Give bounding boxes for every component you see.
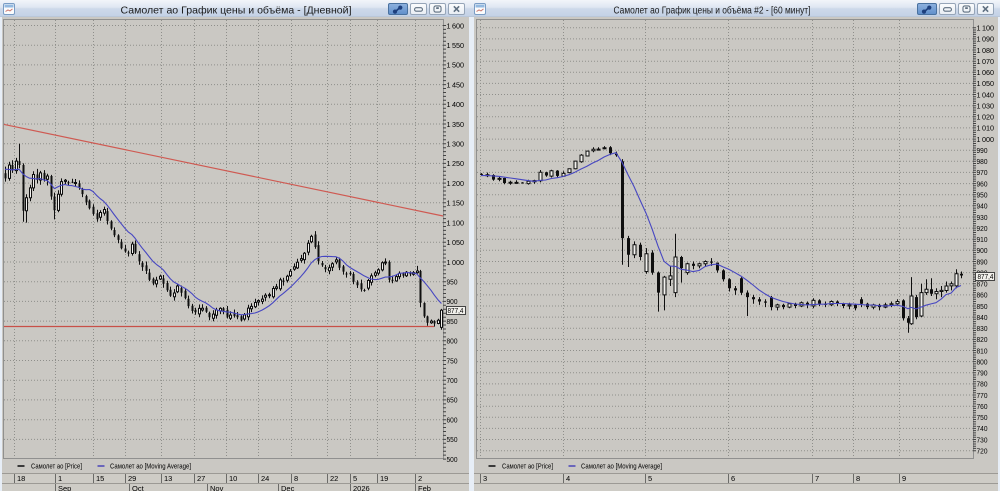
svg-text:1 030: 1 030 bbox=[977, 102, 995, 111]
svg-text:13: 13 bbox=[164, 474, 172, 483]
svg-text:850: 850 bbox=[977, 302, 988, 311]
svg-text:900: 900 bbox=[977, 246, 988, 255]
svg-text:Feb: Feb bbox=[418, 484, 431, 491]
svg-text:1 100: 1 100 bbox=[977, 24, 995, 33]
svg-text:940: 940 bbox=[977, 202, 988, 211]
svg-text:960: 960 bbox=[977, 179, 988, 188]
svg-text:7: 7 bbox=[815, 474, 819, 483]
svg-text:1 350: 1 350 bbox=[447, 120, 465, 129]
svg-text:770: 770 bbox=[977, 391, 988, 400]
svg-text:Самолет ао График цены и объём: Самолет ао График цены и объёма - [Дневн… bbox=[121, 5, 352, 17]
svg-text:750: 750 bbox=[447, 356, 458, 365]
svg-text:Sep: Sep bbox=[58, 484, 71, 491]
svg-text:3: 3 bbox=[483, 474, 487, 483]
svg-text:920: 920 bbox=[977, 224, 988, 233]
svg-text:600: 600 bbox=[447, 416, 458, 425]
svg-text:980: 980 bbox=[977, 157, 988, 166]
svg-text:990: 990 bbox=[977, 146, 988, 155]
svg-text:1 080: 1 080 bbox=[977, 46, 995, 55]
svg-text:Самолет ао [Price]: Самолет ао [Price] bbox=[502, 462, 553, 471]
svg-text:1 000: 1 000 bbox=[447, 258, 465, 267]
svg-text:700: 700 bbox=[447, 376, 458, 385]
svg-text:650: 650 bbox=[447, 396, 458, 405]
svg-text:22: 22 bbox=[330, 474, 338, 483]
svg-text:1 060: 1 060 bbox=[977, 68, 995, 77]
svg-text:27: 27 bbox=[197, 474, 205, 483]
svg-text:1: 1 bbox=[58, 474, 62, 483]
svg-text:760: 760 bbox=[977, 402, 988, 411]
svg-text:877,4: 877,4 bbox=[978, 272, 994, 281]
svg-text:740: 740 bbox=[977, 424, 988, 433]
svg-text:870: 870 bbox=[977, 280, 988, 289]
svg-text:720: 720 bbox=[977, 447, 988, 456]
svg-text:8: 8 bbox=[294, 474, 298, 483]
svg-text:900: 900 bbox=[447, 297, 458, 306]
svg-text:1 070: 1 070 bbox=[977, 57, 995, 66]
svg-text:1 010: 1 010 bbox=[977, 124, 995, 133]
svg-text:1 550: 1 550 bbox=[447, 41, 465, 50]
svg-text:29: 29 bbox=[128, 474, 136, 483]
svg-text:1 100: 1 100 bbox=[447, 218, 465, 227]
svg-text:24: 24 bbox=[261, 474, 269, 483]
svg-text:2026: 2026 bbox=[353, 484, 370, 491]
svg-text:730: 730 bbox=[977, 435, 988, 444]
svg-text:6: 6 bbox=[731, 474, 735, 483]
svg-text:1 050: 1 050 bbox=[447, 238, 465, 247]
svg-text:1 400: 1 400 bbox=[447, 100, 465, 109]
svg-text:890: 890 bbox=[977, 257, 988, 266]
svg-text:830: 830 bbox=[977, 324, 988, 333]
svg-text:1 600: 1 600 bbox=[447, 21, 465, 30]
svg-text:1 000: 1 000 bbox=[977, 135, 995, 144]
svg-text:950: 950 bbox=[977, 191, 988, 200]
svg-text:1 020: 1 020 bbox=[977, 113, 995, 122]
svg-text:800: 800 bbox=[977, 357, 988, 366]
svg-text:910: 910 bbox=[977, 235, 988, 244]
svg-text:8: 8 bbox=[856, 474, 860, 483]
svg-text:750: 750 bbox=[977, 413, 988, 422]
svg-text:Nov: Nov bbox=[210, 484, 224, 491]
svg-text:2: 2 bbox=[418, 474, 422, 483]
svg-text:500: 500 bbox=[447, 455, 458, 464]
svg-text:810: 810 bbox=[977, 346, 988, 355]
svg-text:790: 790 bbox=[977, 369, 988, 378]
svg-text:1 040: 1 040 bbox=[977, 90, 995, 99]
svg-text:800: 800 bbox=[447, 337, 458, 346]
svg-text:820: 820 bbox=[977, 335, 988, 344]
svg-text:1 090: 1 090 bbox=[977, 35, 995, 44]
svg-text:5: 5 bbox=[353, 474, 357, 483]
svg-text:1 150: 1 150 bbox=[447, 199, 465, 208]
svg-text:930: 930 bbox=[977, 213, 988, 222]
svg-text:877,4: 877,4 bbox=[448, 306, 464, 315]
svg-text:Dec: Dec bbox=[281, 484, 295, 491]
svg-text:Самолет ао [Moving Average]: Самолет ао [Moving Average] bbox=[581, 462, 662, 471]
svg-text:970: 970 bbox=[977, 168, 988, 177]
svg-text:950: 950 bbox=[447, 278, 458, 287]
svg-text:19: 19 bbox=[380, 474, 388, 483]
svg-text:1 500: 1 500 bbox=[447, 61, 465, 70]
svg-text:550: 550 bbox=[447, 435, 458, 444]
svg-text:780: 780 bbox=[977, 380, 988, 389]
svg-text:840: 840 bbox=[977, 313, 988, 322]
svg-text:10: 10 bbox=[229, 474, 237, 483]
svg-text:5: 5 bbox=[648, 474, 652, 483]
svg-text:860: 860 bbox=[977, 291, 988, 300]
svg-text:1 450: 1 450 bbox=[447, 80, 465, 89]
svg-text:4: 4 bbox=[566, 474, 570, 483]
svg-text:18: 18 bbox=[17, 474, 25, 483]
svg-text:1 250: 1 250 bbox=[447, 159, 465, 168]
svg-text:Самолет ао [Moving Average]: Самолет ао [Moving Average] bbox=[110, 462, 191, 471]
svg-text:Самолет ао График цены и объём: Самолет ао График цены и объёма #2 - [60… bbox=[614, 5, 811, 17]
svg-text:850: 850 bbox=[447, 317, 458, 326]
svg-text:Oct: Oct bbox=[132, 484, 145, 491]
svg-text:1 200: 1 200 bbox=[447, 179, 465, 188]
svg-text:Самолет ао [Price]: Самолет ао [Price] bbox=[31, 462, 82, 471]
svg-text:9: 9 bbox=[902, 474, 906, 483]
svg-text:15: 15 bbox=[96, 474, 104, 483]
svg-text:1 050: 1 050 bbox=[977, 79, 995, 88]
svg-text:1 300: 1 300 bbox=[447, 140, 465, 149]
